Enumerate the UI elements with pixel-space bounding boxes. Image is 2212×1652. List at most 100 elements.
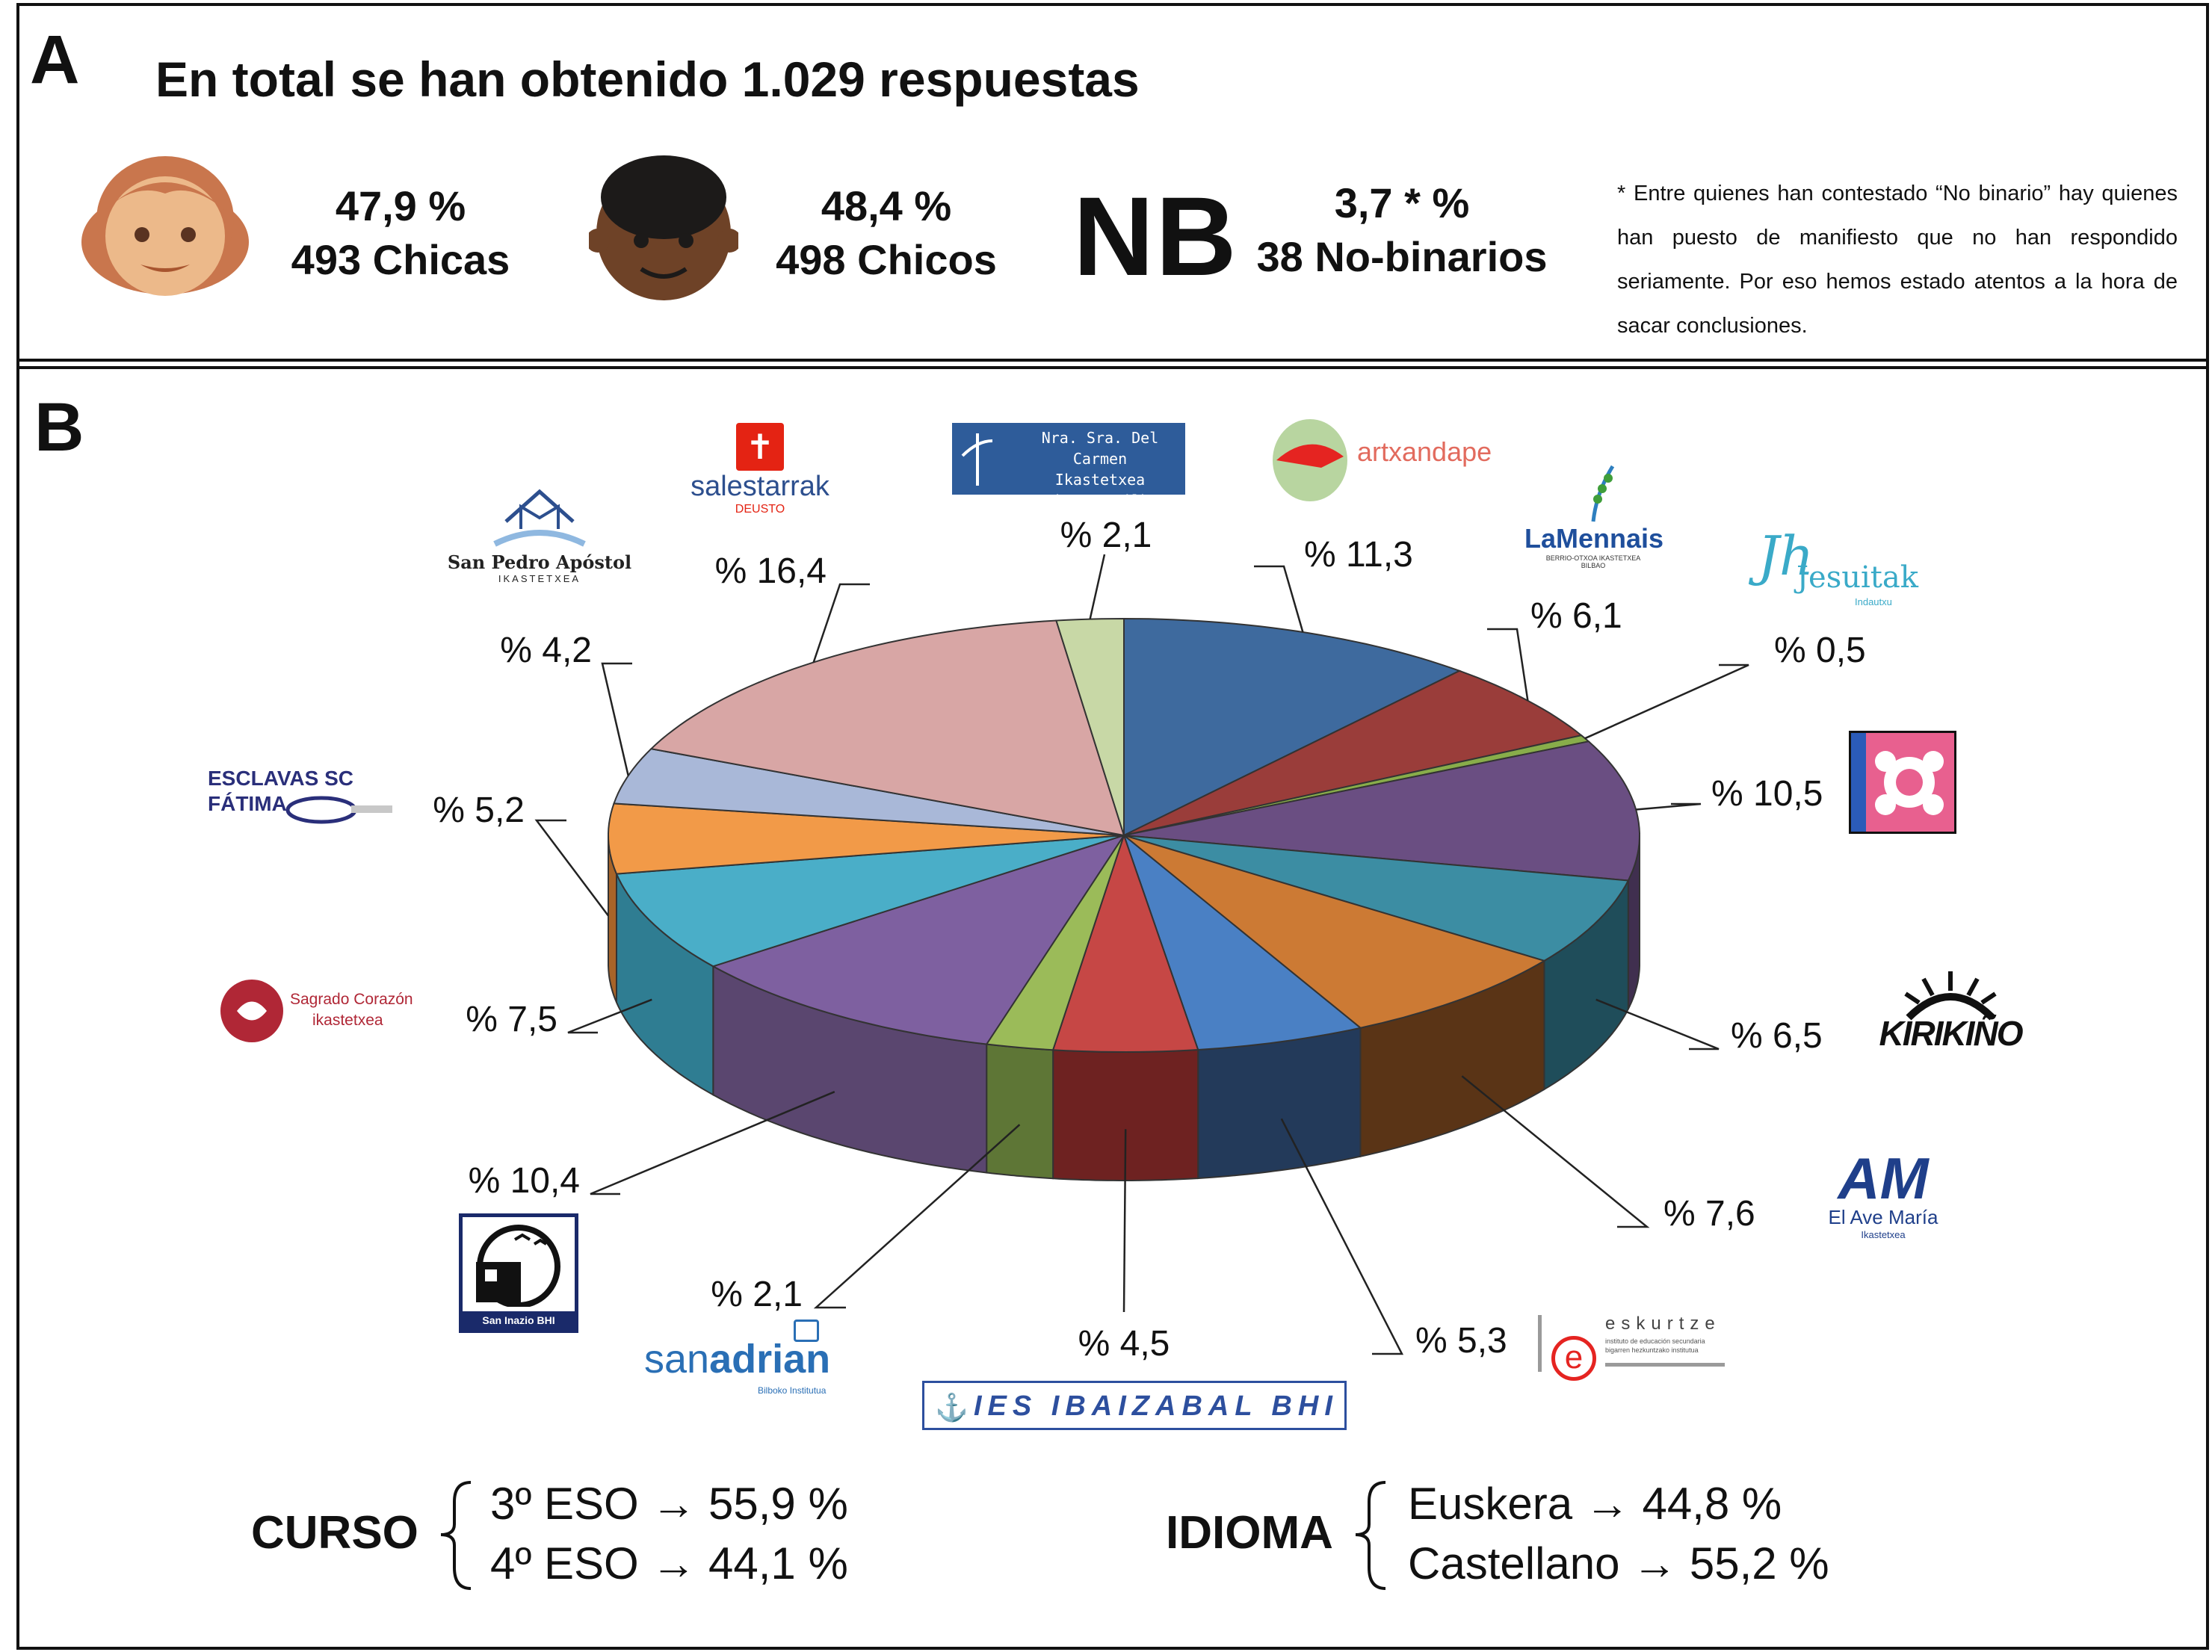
idioma-label: IDIOMA	[1166, 1507, 1333, 1559]
salestarrak-icon: ✝	[736, 423, 784, 471]
pink-emblem-icon	[1866, 733, 1954, 832]
logo-eskurtze: e eskurtze instituto de educación secund…	[1538, 1314, 1732, 1396]
logo-san-inazio: San Inazio BHI	[459, 1213, 578, 1333]
eskurtze-e-icon: e	[1551, 1336, 1596, 1381]
girl-icon	[81, 156, 249, 296]
pie-leader-2	[1584, 663, 1749, 740]
pie-labels: % 11,3 % 6,1 % 0,5 % 10,5 % 6,5 % 7,6 % 5,3 % 4…	[433, 516, 1866, 1364]
panel-letter-a: A	[30, 22, 80, 98]
pie-label-13: % 16,4	[715, 551, 827, 591]
pie-slice-6	[1122, 833, 1362, 1051]
ibaizabal-name: IES IBAIZABAL BHI	[974, 1390, 1338, 1422]
pie-leader-9	[590, 1091, 835, 1195]
sanadrian-sub: Bilboko Institutua	[758, 1385, 827, 1396]
footnote: * Entre quienes han contestado “No binar…	[1617, 182, 2178, 338]
panel-b: B	[16, 359, 2209, 1650]
pie-label-6: % 5,3	[1415, 1321, 1507, 1361]
eskurtze-name: eskurtze	[1605, 1314, 1721, 1334]
sagrado-line2: ikastetxea	[312, 1012, 383, 1029]
wheat-icon	[1591, 465, 1615, 522]
logo-sanadrian: sanadrian Bilboko Institutua	[644, 1320, 838, 1402]
pie-label-12: % 4,2	[500, 631, 592, 670]
pie-leader-1	[1487, 628, 1529, 701]
sanadrian-name-b: adrian	[709, 1337, 831, 1382]
logo-artxandape: artxandape	[1269, 415, 1492, 505]
nonbinary-percent: 3,7 * %	[1334, 179, 1470, 226]
pie-tops	[607, 617, 1641, 1054]
pie-label-9: % 10,4	[469, 1161, 580, 1201]
pie-slice-5	[1123, 835, 1547, 1029]
pie-leader-10	[567, 998, 652, 1034]
girls-count: 493 Chicas	[291, 236, 510, 283]
lamennais-city: BILBAO	[1581, 562, 1606, 569]
pie-label-14: % 2,1	[1060, 516, 1152, 555]
pie-leader-13	[812, 583, 870, 663]
eskurtze-sub1: instituto de educación secundaria	[1605, 1337, 1705, 1345]
pie-label-4: % 6,5	[1731, 1016, 1823, 1056]
pie-slice-side-6	[1197, 1027, 1362, 1180]
curso-item-3eso: 3º ESO → 55,9 %	[490, 1479, 848, 1529]
logo-san-pedro: San Pedro Apóstol IKASTETXEA	[441, 484, 638, 604]
pie-label-7: % 4,5	[1078, 1324, 1170, 1364]
logo-sagrado-corazon: Sagrado Corazón ikastetxea	[218, 977, 427, 1048]
ave-maria-am-icon: AM	[1838, 1145, 1929, 1211]
logo-lamennais: LaMennais BERRIO-OTXOA IKASTETXEA BILBAO	[1524, 463, 1664, 569]
logo-kirikino: KIRIKIÑO	[1864, 968, 2037, 1065]
pie-leader-12	[601, 662, 632, 776]
san-inazio-emblem-icon	[476, 1225, 560, 1307]
pie-label-10: % 7,5	[466, 1000, 557, 1039]
sun-rays-icon	[1904, 971, 1997, 1021]
san-inazio-name: San Inazio BHI	[463, 1311, 575, 1329]
boys-count: 498 Chicos	[776, 236, 997, 283]
esclavas-emblem-icon	[285, 796, 392, 824]
pie-slice-side-8	[986, 1043, 1054, 1180]
sagrado-line1: Sagrado Corazón	[290, 991, 413, 1008]
pie-leaders	[534, 554, 1749, 1355]
nonbinary-count: 38 No-binarios	[1256, 233, 1548, 280]
curso-item-4eso: 4º ESO → 44,1 %	[490, 1538, 848, 1588]
panel-letter-b: B	[34, 389, 84, 465]
esclavas-line1: ESCLAVAS SC	[208, 767, 353, 790]
pie-slice-4	[1123, 835, 1630, 962]
curso-label: CURSO	[251, 1507, 418, 1559]
pie-sides	[608, 835, 1640, 1181]
pie-label-11: % 5,2	[433, 791, 525, 830]
logo-ibaizabal: ⚓ IES IBAIZABAL BHI	[922, 1381, 1347, 1430]
boys-percent: 48,4 %	[821, 182, 952, 229]
san-pedro-sub: IKASTETXEA	[498, 573, 581, 584]
pie-leader-3	[1635, 802, 1702, 811]
idioma-item-castellano: Castellano → 55,2 %	[1408, 1538, 1829, 1588]
pie-slice-9	[711, 834, 1126, 1045]
logo-nra-sra-carmen: Nra. Sra. Del Carmen Ikastetxea Indautxu…	[952, 423, 1185, 510]
pie-leader-6	[1280, 1118, 1404, 1355]
logo-nra-line1: Nra. Sra. Del	[1041, 429, 1159, 447]
lamennais-sub: BERRIO-OTXOA IKASTETXEA	[1545, 554, 1641, 562]
pie-leader-4	[1595, 998, 1720, 1051]
jesuitak-name: Jesuitak	[1797, 560, 1918, 595]
artxandape-icon	[1273, 419, 1347, 501]
curso-brace-icon	[440, 1481, 472, 1590]
ave-maria-sub: Ikastetxea	[1861, 1229, 1906, 1240]
panel-a: A En total se han obtenido 1.029 respues…	[16, 3, 2209, 369]
pie-leader-11	[534, 819, 610, 917]
girls-percent: 47,9 %	[335, 182, 466, 229]
eskurtze-sub2: bigarren hezkuntzako institutua	[1605, 1346, 1699, 1354]
salestarrak-name: salestarrak	[691, 471, 830, 502]
logo-jesuitak: Jh Jesuitak Indautxu	[1758, 525, 1918, 611]
lamennais-name: LaMennais	[1524, 523, 1664, 554]
salestarrak-sub: DEUSTO	[735, 503, 785, 516]
nb-symbol: NB	[1073, 173, 1238, 299]
jesuitak-icon: Jh	[1758, 525, 1814, 587]
pie-leader-7	[1122, 1129, 1127, 1313]
pie-leader-8	[813, 1124, 1021, 1309]
logo-salestarrak: ✝ salestarrak DEUSTO	[682, 423, 838, 535]
ave-maria-name: El Ave María	[1828, 1206, 1938, 1228]
pie-label-5: % 7,6	[1663, 1194, 1755, 1234]
sanadrian-name-a: san	[644, 1337, 710, 1382]
pie-slice-0	[1123, 617, 1462, 837]
idioma-brace-icon	[1355, 1481, 1386, 1590]
artxandape-name: artxandape	[1357, 436, 1492, 467]
pie-leader-0	[1254, 565, 1304, 633]
san-pedro-name: San Pedro Apóstol	[447, 551, 632, 573]
